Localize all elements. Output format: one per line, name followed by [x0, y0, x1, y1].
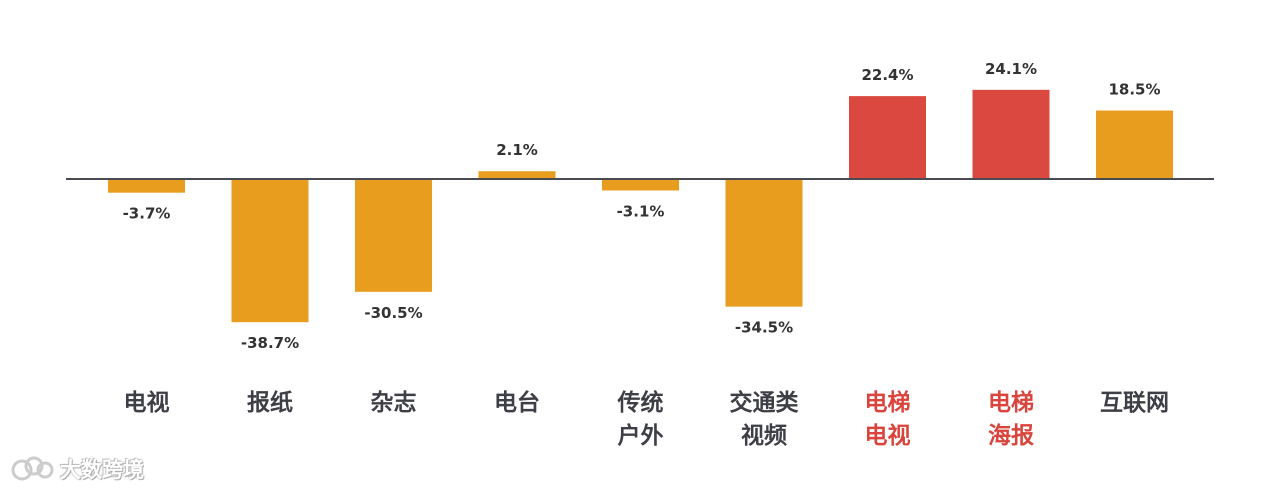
- value-label-4: 2.1%: [496, 141, 538, 159]
- value-labels-group: -3.7% -38.7% -30.5% 2.1% -3.1% -34.5% 22.4% 24.…: [123, 60, 1161, 352]
- category-label-6-line-1: 交通类: [730, 389, 799, 416]
- bar-1: [108, 179, 185, 193]
- category-label-8-line-2: 海报: [988, 422, 1034, 449]
- value-label-5: -3.1%: [617, 202, 665, 220]
- category-label-7-line-2: 电视: [865, 422, 911, 449]
- category-label-1: 电视: [124, 389, 170, 416]
- value-label-9: 18.5%: [1108, 81, 1160, 99]
- value-label-1: -3.7%: [123, 205, 171, 223]
- bar-4: [478, 171, 556, 179]
- category-label-2: 报纸: [247, 389, 293, 416]
- bar-9: [1096, 110, 1173, 179]
- category-label-6-line-2: 视频: [741, 422, 787, 449]
- bar-7: [849, 96, 926, 179]
- watermark: 大数跨境: [10, 452, 144, 486]
- value-label-7: 22.4%: [861, 66, 913, 84]
- value-label-3: -30.5%: [364, 304, 422, 322]
- category-label-9: 互联网: [1100, 390, 1169, 416]
- bar-3: [355, 179, 432, 292]
- category-label-3: 杂志: [371, 390, 417, 416]
- bars-group: [108, 89, 1173, 323]
- value-label-8: 24.1%: [985, 60, 1037, 78]
- watermark-logo-icon: [11, 456, 54, 481]
- value-label-6: -34.5%: [735, 319, 793, 337]
- category-label-5-line-1: 传统: [617, 389, 664, 416]
- bar-8: [972, 89, 1050, 179]
- bar-5: [602, 179, 679, 191]
- category-label-5-line-2: 户外: [618, 422, 664, 449]
- watermark-text: 大数跨境: [60, 458, 144, 482]
- value-label-2: -38.7%: [241, 334, 299, 352]
- category-label-4: 电台: [494, 389, 540, 416]
- bar-2: [231, 179, 309, 323]
- category-label-7-line-1: 电梯: [865, 389, 911, 416]
- category-label-8-line-1: 电梯: [988, 389, 1034, 416]
- bar-6: [725, 179, 803, 307]
